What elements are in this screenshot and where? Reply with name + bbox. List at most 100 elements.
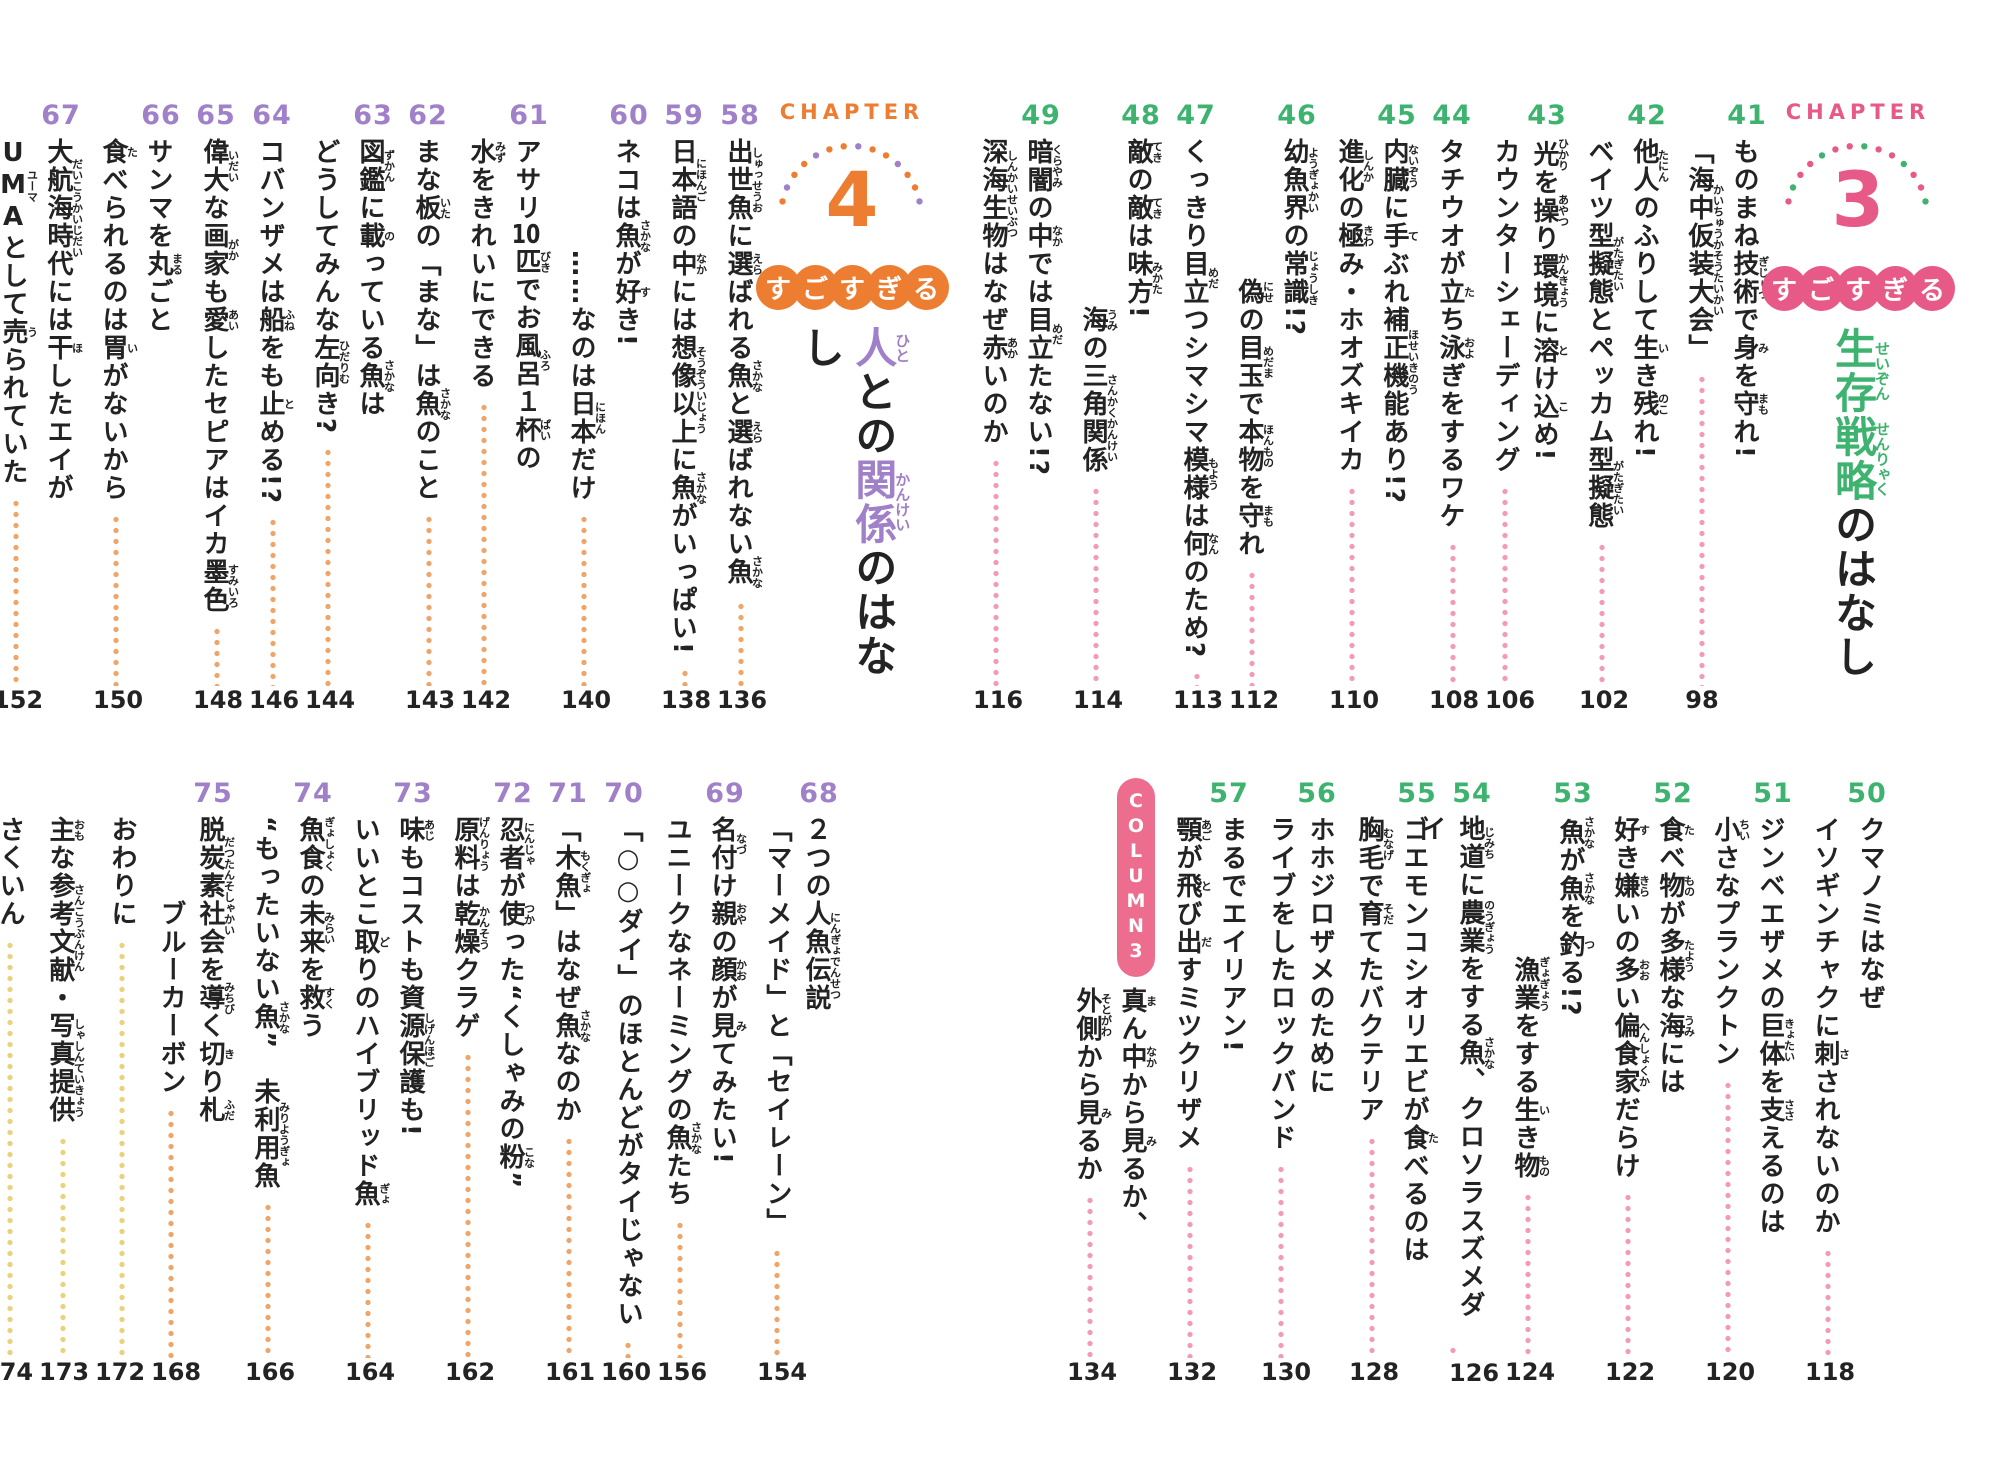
entry-title: 「木魚もくぎょ」はなぜ魚さかななのか xyxy=(545,816,592,1358)
entry-title-line: ものまね技術ぎじゅつで身みを守まもれ! xyxy=(1729,138,1770,460)
entry-number: 71 xyxy=(548,778,588,809)
entry-title-line: 脱炭素社会だつたんそしゃかいを導みちびく切きり札ふだ xyxy=(195,816,236,1124)
entry-title-line: まるでエイリアン! xyxy=(1217,816,1247,1054)
entry-number: 55 xyxy=(1397,778,1437,809)
entry-title: 幼魚界ようぎょかいの常識じょうしき!? 偽にせの目玉めだまで本物ほんものを守まも… xyxy=(1229,138,1320,686)
entry-number: 49 xyxy=(1021,100,1061,131)
entry-number: 51 xyxy=(1753,778,1793,809)
toc-entry-42: 42 他人たにんのふりして生いき残のこれ! ベイツ型擬態がたぎたいとペッカム型擬… xyxy=(1579,100,1670,720)
entry-page: 164 xyxy=(345,1358,396,1386)
entry-page: 140 xyxy=(561,686,612,714)
toc-entry-75: 75 脱炭素社会だつたんそしゃかいを導みちびく切きり札ふだ ブルーカーボン 16… xyxy=(151,778,236,1392)
dotted-leader xyxy=(1092,486,1099,686)
entry-page: 120 xyxy=(1705,1358,1756,1386)
entry-page: 156 xyxy=(657,1358,708,1386)
entry-title-line: まな板いたの「まな」は魚さかなのこと xyxy=(411,138,452,502)
entry-page: 161 xyxy=(545,1358,596,1386)
entry-page: 146 xyxy=(249,686,300,714)
dotted-leader xyxy=(480,402,487,686)
badge-char: す xyxy=(1761,266,1807,311)
toc-entry-72: 72 忍者にんじゃが使つかった“くしゃみの粉こな” 原料げんりょうは乾燥かんそう… xyxy=(445,778,536,1392)
entry-title: 暗闇くらやみの中なかでは目立めだたない!? 深海生物しんかいせいぶつはなぜ赤あか… xyxy=(973,138,1064,686)
toc-entry-41: 41 ものまね技術ぎじゅつで身みを守まもれ! 「海中仮装大会かいちゅうかそうたい… xyxy=(1679,100,1770,720)
toc-entry-66: 66 サンマを丸まるごと 食たべられるのは胃いがないから 150 xyxy=(93,100,184,720)
entry-title-line: 地道じみちに農業のうぎょうをする魚さかな、クロソラスズメダイ xyxy=(1416,815,1496,1320)
entry-number: 52 xyxy=(1653,778,1693,809)
entry-title-line: 図鑑ずかんに載のっている魚さかなは xyxy=(355,138,396,418)
entry-title-line: 日本語にほんごの中なかには想像以上そうぞういじょうに魚さかながいっぱい! xyxy=(667,138,708,656)
entry-page: 162 xyxy=(445,1358,496,1386)
toc-entry-61: 61 アサリ10匹びきでお風呂ふろ１杯ぱいの 水みずをきれいにできる 142 xyxy=(461,100,552,720)
entry-title-line: 偽にせの目玉めだまで本物ほんものを守まもれ xyxy=(1234,278,1275,558)
entry-title: 敵てきの敵てきは味方みかた! 海うみの三角関係さんかくかんけい xyxy=(1073,138,1164,686)
toc-entry-53: 53 魚さかなが魚さかなを釣つる!? 漁業ぎょぎょうをする生いき物もの 124 xyxy=(1505,778,1596,1392)
entry-title-line: 偉大いだいな画家がかも愛あいしたセピアはイカ墨色すみいろ xyxy=(199,138,240,614)
toc-entry-65: 65 偉大いだいな画家がかも愛あいしたセピアはイカ墨色すみいろ 148 xyxy=(193,100,243,720)
entry-title-line: 幼魚界ようぎょかいの常識じょうしき!? xyxy=(1279,138,1320,337)
entry-page: 168 xyxy=(151,1358,202,1386)
entry-page: 118 xyxy=(1805,1358,1856,1386)
chapter4-section-top: CHAPTER 4 す ご す xyxy=(0,100,949,720)
toc-entry-56: 56 ホホジロザメのために ライブをしたロックバンド 130 xyxy=(1261,778,1339,1392)
entry-title: 魚食ぎょしょくの未来みらいを救すくう “もったいない魚さかな” 未利用魚みりよう… xyxy=(245,816,336,1358)
entry-number: 66 xyxy=(141,100,181,131)
badge-char: る xyxy=(1909,266,1955,311)
entry-number: 72 xyxy=(493,778,533,809)
entry-title-line: さくいん xyxy=(0,816,25,928)
dotted-leader xyxy=(1724,1080,1731,1358)
entry-page: 122 xyxy=(1605,1358,1656,1386)
entry-title: さくいん xyxy=(0,816,29,1358)
toc-entry-59: 59 日本語にほんごの中なかには想像以上そうぞういじょうに魚さかながいっぱい! … xyxy=(661,100,711,720)
dotted-leader xyxy=(118,940,125,1358)
toc-entry-54: 54 地道じみちに農業のうぎょうをする魚さかな、クロソラスズメダイ 126 xyxy=(1416,778,1499,1392)
toc-entry-51: 51 ジンベエザメの巨体きょたいを支ささえるのは 小ちいさなプランクトン 120 xyxy=(1705,778,1796,1392)
entry-page: 172 xyxy=(95,1358,146,1386)
dotted-leader xyxy=(1698,374,1705,686)
entry-title-line: 魚さかなが魚さかなを釣つる!? xyxy=(1555,816,1596,1018)
entry-title-line: 名付なづけ親おやの顔かおが見みてみたい! xyxy=(707,816,748,1166)
dotted-leader xyxy=(676,1220,683,1358)
entry-number: 43 xyxy=(1527,100,1567,131)
entry-page: 160 xyxy=(601,1358,652,1386)
entry-number: 57 xyxy=(1209,778,1249,809)
entry-title: まるでエイリアン! 顎あごが飛とび出だすミツクリザメ xyxy=(1167,816,1251,1358)
entry-number: 54 xyxy=(1452,778,1492,809)
dotted-leader xyxy=(425,514,432,686)
toc-entry-57: 57 まるでエイリアン! 顎あごが飛とび出だすミツクリザメ 132 xyxy=(1167,778,1251,1392)
entry-title-line: 深海生物しんかいせいぶつはなぜ赤あかいのか xyxy=(978,138,1019,446)
entry-page: 113 xyxy=(1173,686,1224,714)
entry-page: 128 xyxy=(1349,1358,1400,1386)
entry-title-line: カウンターシェーディング xyxy=(1490,138,1520,474)
toc-entry-owarini: おわりに 172 xyxy=(95,778,146,1392)
entry-title: ジンベエザメの巨体きょたいを支ささえるのは 小ちいさなプランクトン xyxy=(1705,816,1796,1358)
chapter-title: 生存せいぞん戦略せんりゃくのはなし xyxy=(1828,327,1892,679)
entry-title-line: 外側そとがわから見みるか xyxy=(1072,987,1113,1183)
entry-title: 名付なづけ親おやの顔かおが見みてみたい! ユニークなネーミングの魚さかなたち xyxy=(657,816,748,1358)
entry-number: 73 xyxy=(393,778,433,809)
entry-title-line: ゴエモンコシオリエビが食たべるのは xyxy=(1399,816,1440,1264)
entry-title: 他人たにんのふりして生いき残のこれ! ベイツ型擬態がたぎたいとペッカム型擬態がた… xyxy=(1579,138,1670,686)
chapter3-section-top: CHAPTER 3 す ご す xyxy=(973,100,1955,720)
dotted-leader xyxy=(464,1052,471,1358)
toc-entry-73: 73 味あじもコストも資源保護しげんほごも! いいとこ取どりのハイブリッド魚ぎょ… xyxy=(345,778,436,1392)
entry-number: 42 xyxy=(1627,100,1667,131)
entry-title-line: アサリ10匹びきでお風呂ふろ１杯ぱいの xyxy=(511,138,552,472)
toc-entry-58: 58 出世魚しゅっせうおに選えらばれる魚さかなと選えらばれない魚さかな 136 xyxy=(717,100,767,720)
chapter-label: CHAPTER xyxy=(779,100,925,124)
toc-entry-references: 主おもな参考文献さんこうぶんけん・写真提供しゃしんていきょう 173 xyxy=(39,778,89,1392)
entry-title-line: 暗闇くらやみの中なかでは目立めだたない!? xyxy=(1023,138,1064,477)
entry-number: 44 xyxy=(1432,100,1472,131)
entry-title: 味あじもコストも資源保護しげんほごも! いいとこ取どりのハイブリッド魚ぎょ xyxy=(345,816,436,1358)
entry-title: タチウオが立たち泳およぎをするワケ xyxy=(1429,138,1476,686)
entry-number: 64 xyxy=(252,100,292,131)
dotted-leader xyxy=(737,600,744,686)
entry-title-line: 魚食ぎょしょくの未来みらいを救すくう xyxy=(295,816,336,1040)
dotted-leader xyxy=(1501,486,1508,686)
entry-title: 脱炭素社会だつたんそしゃかいを導みちびく切きり札ふだ ブルーカーボン xyxy=(151,816,236,1358)
chapter-number: 3 xyxy=(1831,155,1885,244)
dotted-leader xyxy=(59,1136,66,1358)
entry-title-line: 「マーメイド」と「セイレーン」 xyxy=(762,816,792,1236)
entry-number: 48 xyxy=(1121,100,1161,131)
entry-title-line: 進化しんかの極きわみ・ホオズキイカ xyxy=(1334,138,1375,474)
entry-title-line: 胸毛むなげで育そだてたバクテリア xyxy=(1354,816,1395,1124)
